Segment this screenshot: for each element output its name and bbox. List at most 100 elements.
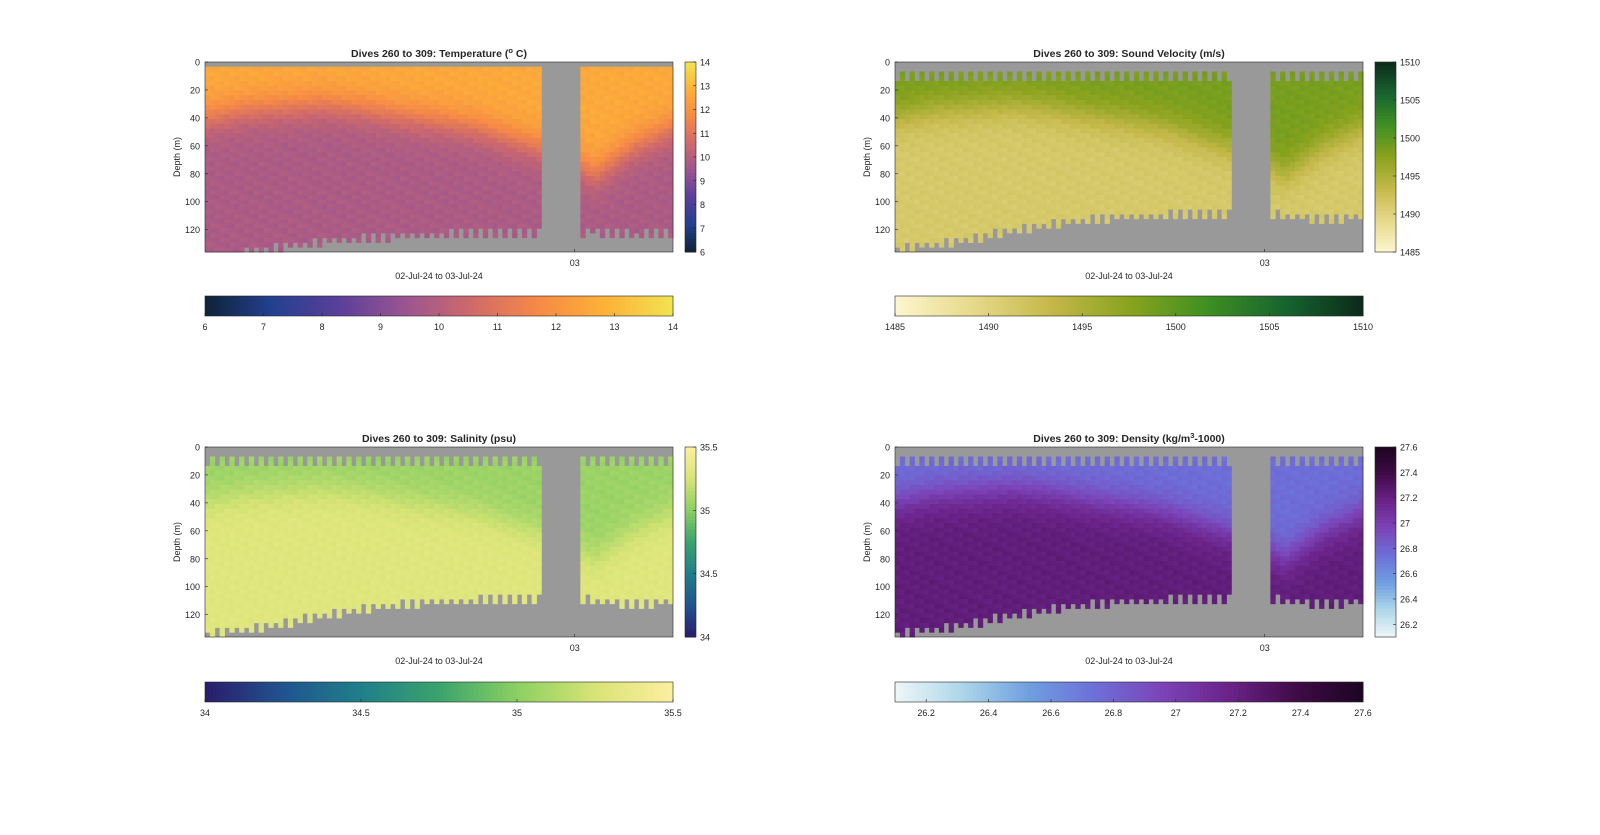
data-cell bbox=[639, 148, 644, 153]
data-cell bbox=[905, 133, 910, 138]
data-cell bbox=[629, 72, 634, 77]
data-cell bbox=[988, 124, 993, 129]
data-cell bbox=[1124, 100, 1129, 105]
data-cell bbox=[939, 100, 944, 105]
data-cell bbox=[1007, 152, 1012, 157]
data-cell bbox=[327, 129, 332, 134]
data-cell bbox=[963, 219, 968, 224]
data-cell bbox=[507, 76, 512, 81]
data-cell bbox=[649, 195, 654, 200]
data-cell bbox=[605, 224, 610, 229]
data-cell bbox=[634, 95, 639, 100]
data-cell bbox=[924, 100, 929, 105]
data-cell bbox=[298, 114, 303, 119]
colorbar-segment bbox=[221, 296, 225, 316]
data-cell bbox=[449, 95, 454, 100]
data-cell bbox=[449, 171, 454, 176]
colorbar-segment bbox=[587, 296, 591, 316]
data-cell bbox=[229, 167, 234, 172]
data-cell bbox=[595, 162, 600, 167]
data-cell bbox=[205, 205, 210, 210]
data-cell bbox=[905, 238, 910, 243]
data-cell bbox=[658, 148, 663, 153]
data-cell bbox=[1046, 162, 1051, 167]
data-cell bbox=[229, 67, 234, 72]
data-cell bbox=[1007, 95, 1012, 100]
data-cell bbox=[385, 157, 390, 162]
colorbar-segment bbox=[685, 186, 696, 190]
data-cell bbox=[1090, 91, 1095, 96]
data-cell bbox=[488, 205, 493, 210]
data-cell bbox=[317, 152, 322, 157]
data-cell bbox=[468, 214, 473, 219]
data-cell bbox=[1114, 114, 1119, 119]
data-cell bbox=[644, 157, 649, 162]
data-cell bbox=[483, 209, 488, 214]
data-cell bbox=[934, 228, 939, 233]
colorbar-segment bbox=[685, 100, 696, 104]
data-cell bbox=[249, 67, 254, 72]
data-cell bbox=[1027, 91, 1032, 96]
data-cell bbox=[624, 95, 629, 100]
data-cell bbox=[210, 91, 215, 96]
data-cell bbox=[1119, 162, 1124, 167]
data-cell bbox=[944, 133, 949, 138]
data-cell bbox=[1032, 214, 1037, 219]
data-cell bbox=[434, 190, 439, 195]
y-tick-label: 80 bbox=[190, 169, 200, 179]
data-cell bbox=[527, 152, 532, 157]
data-cell bbox=[939, 181, 944, 186]
data-cell bbox=[293, 143, 298, 148]
data-cell bbox=[919, 233, 924, 238]
colorbar-segment bbox=[685, 78, 696, 82]
data-cell bbox=[919, 209, 924, 214]
data-cell bbox=[420, 95, 425, 100]
data-cell bbox=[1119, 133, 1124, 138]
data-cell bbox=[239, 167, 244, 172]
data-cell bbox=[1085, 119, 1090, 124]
data-cell bbox=[1100, 81, 1105, 86]
data-cell bbox=[342, 124, 347, 129]
data-cell bbox=[512, 214, 517, 219]
data-cell bbox=[322, 105, 327, 110]
data-cell bbox=[210, 219, 215, 224]
data-cell bbox=[522, 76, 527, 81]
data-cell bbox=[210, 114, 215, 119]
data-cell bbox=[1110, 171, 1115, 176]
data-cell bbox=[283, 152, 288, 157]
data-cell bbox=[268, 171, 273, 176]
data-cell bbox=[317, 190, 322, 195]
data-cell bbox=[278, 243, 283, 248]
data-cell bbox=[239, 72, 244, 77]
data-cell bbox=[668, 219, 673, 224]
data-cell bbox=[924, 86, 929, 91]
data-cell bbox=[507, 219, 512, 224]
data-cell bbox=[254, 209, 259, 214]
data-cell bbox=[283, 171, 288, 176]
data-cell bbox=[288, 86, 293, 91]
data-cell bbox=[605, 138, 610, 143]
data-cell bbox=[459, 67, 464, 72]
data-cell bbox=[312, 162, 317, 167]
data-cell bbox=[910, 110, 915, 115]
data-cell bbox=[580, 233, 585, 238]
data-cell bbox=[351, 76, 356, 81]
data-cell bbox=[254, 157, 259, 162]
data-cell bbox=[895, 100, 900, 105]
data-cell bbox=[644, 119, 649, 124]
data-cell bbox=[663, 224, 668, 229]
data-cell bbox=[366, 81, 371, 86]
data-cell bbox=[905, 91, 910, 96]
data-cell bbox=[1110, 105, 1115, 110]
data-cell bbox=[415, 95, 420, 100]
data-cell bbox=[668, 224, 673, 229]
data-cell bbox=[215, 195, 220, 200]
data-cell bbox=[1085, 200, 1090, 205]
colorbar-segment bbox=[451, 296, 455, 316]
data-cell bbox=[410, 224, 415, 229]
data-cell bbox=[449, 124, 454, 129]
data-cell bbox=[1027, 72, 1032, 77]
data-cell bbox=[949, 243, 954, 248]
data-cell bbox=[1036, 105, 1041, 110]
data-cell bbox=[512, 209, 517, 214]
